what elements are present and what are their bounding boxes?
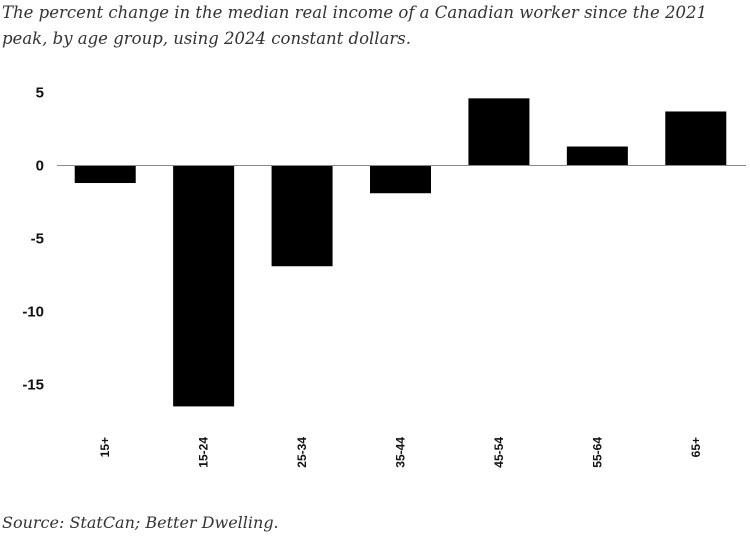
source-note: Source: StatCan; Better Dwelling. xyxy=(2,513,279,532)
y-tick-label: 5 xyxy=(36,85,44,102)
y-tick-label: -5 xyxy=(31,231,44,248)
subtitle-line-2: peak, by age group, using 2024 constant … xyxy=(2,29,412,48)
bars xyxy=(74,98,727,407)
bar-45-54 xyxy=(468,98,530,166)
y-axis-ticks: 5 0 -5 -10 -15 xyxy=(22,85,44,394)
y-tick-label: 0 xyxy=(36,158,44,175)
x-tick-label: 45-54 xyxy=(492,437,506,468)
x-tick-label: 35-44 xyxy=(394,437,408,468)
x-tick-label: 15-24 xyxy=(197,437,211,468)
bar-15+ xyxy=(74,165,136,184)
x-tick-label: 25-34 xyxy=(295,437,309,468)
bar-35-44 xyxy=(370,165,431,194)
subtitle-line-1: The percent change in the median real in… xyxy=(2,3,707,22)
bar-25-34 xyxy=(271,165,333,267)
bar-65+ xyxy=(665,111,727,166)
x-tick-label: 65+ xyxy=(689,437,703,457)
y-tick-label: -10 xyxy=(22,304,44,321)
chart-subtitle: The percent change in the median real in… xyxy=(2,0,750,52)
category-labels: 15+ 15-24 25-34 35-44 45-54 55-64 65+ xyxy=(98,437,703,468)
bar-55-64 xyxy=(566,146,628,166)
x-tick-label: 15+ xyxy=(98,437,112,457)
x-tick-label: 55-64 xyxy=(590,437,604,468)
bar-15-24 xyxy=(173,165,235,407)
y-tick-label: -15 xyxy=(22,377,44,394)
